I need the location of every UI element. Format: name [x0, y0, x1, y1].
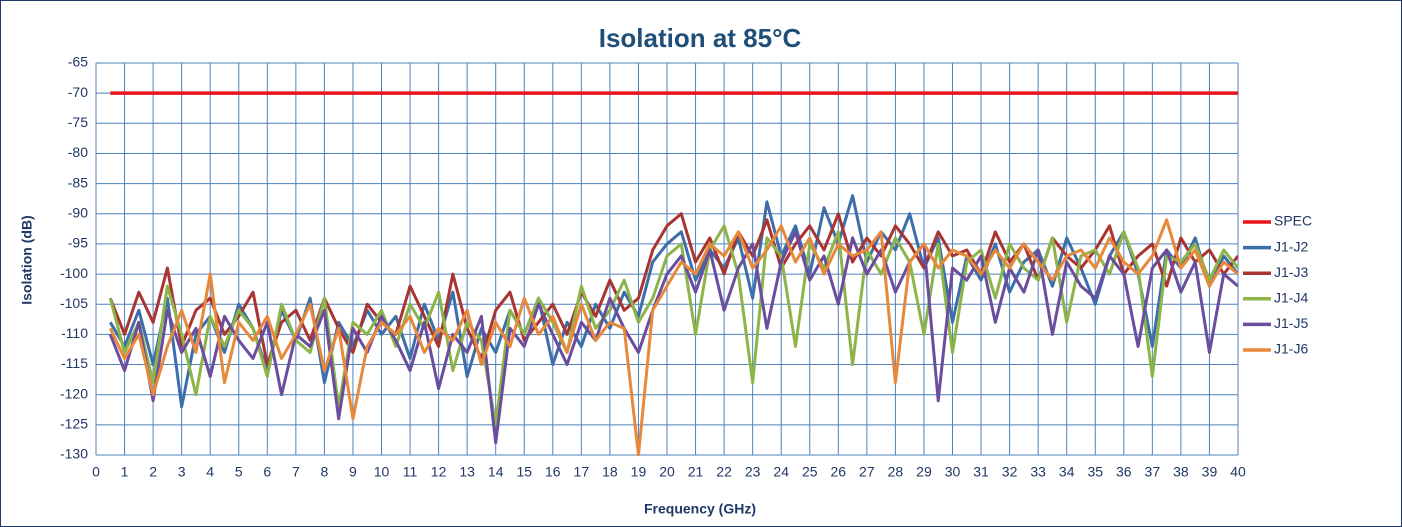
x-tick-label: 24	[773, 464, 789, 480]
x-tick-label: 13	[459, 464, 475, 480]
y-tick-label: -75	[68, 114, 88, 130]
y-tick-label: -90	[68, 204, 88, 220]
x-tick-label: 6	[263, 464, 271, 480]
x-tick-label: 0	[92, 464, 100, 480]
x-tick-label: 9	[349, 464, 357, 480]
series-line	[108, 230, 1238, 445]
x-tick-label: 39	[1202, 464, 1218, 480]
x-tick-label: 35	[1087, 464, 1103, 480]
x-tick-label: 20	[659, 464, 675, 480]
y-tick-label: -70	[68, 84, 88, 100]
x-tick-label: 14	[488, 464, 504, 480]
x-tick-label: 5	[235, 464, 243, 480]
x-tick-label: 26	[831, 464, 847, 480]
x-tick-label: 7	[292, 464, 300, 480]
x-tick-label: 38	[1173, 464, 1189, 480]
x-tick-label: 4	[206, 464, 214, 480]
x-tick-label: 31	[973, 464, 989, 480]
x-tick-label: 28	[888, 464, 904, 480]
x-tick-label: 10	[374, 464, 390, 480]
y-tick-label: -120	[60, 385, 88, 401]
y-tick-label: -85	[68, 174, 88, 190]
y-tick-label: -130	[60, 446, 88, 462]
series-line	[108, 218, 1238, 456]
x-tick-label: 11	[403, 464, 418, 480]
x-tick-label: 27	[859, 464, 875, 480]
x-tick-label: 8	[321, 464, 329, 480]
y-tick-label: -110	[61, 325, 88, 341]
x-tick-label: 36	[1116, 464, 1132, 480]
x-tick-label: 34	[1059, 464, 1075, 480]
x-tick-label: 25	[802, 464, 818, 480]
x-tick-label: 17	[574, 464, 590, 480]
x-tick-label: 1	[121, 464, 129, 480]
y-tick-label: -100	[60, 265, 88, 281]
y-tick-label: -115	[61, 355, 88, 371]
x-tick-label: 32	[1002, 464, 1018, 480]
y-tick-label: -125	[60, 416, 88, 432]
x-tick-label: 30	[945, 464, 961, 480]
y-tick-label: -65	[68, 54, 88, 70]
x-tick-label: 12	[431, 464, 447, 480]
x-axis-label: Frequency (GHz)	[644, 501, 756, 517]
y-axis-label: Isolation (dB)	[19, 215, 35, 304]
y-tick-label: -95	[68, 235, 88, 251]
chart-title: Isolation at 85°C	[599, 23, 802, 53]
x-tick-label: 33	[1030, 464, 1046, 480]
x-tick-label: 29	[916, 464, 932, 480]
x-tick-label: 22	[716, 464, 732, 480]
x-tick-label: 40	[1230, 464, 1246, 480]
legend-label: J1-J3	[1274, 264, 1308, 280]
legend-label: J1-J6	[1274, 341, 1308, 357]
x-tick-label: 2	[149, 464, 157, 480]
y-tick-label: -80	[68, 144, 88, 160]
legend-label: SPEC	[1274, 213, 1312, 229]
x-tick-label: 3	[178, 464, 186, 480]
legend-label: J1-J4	[1274, 290, 1308, 306]
x-tick-label: 21	[688, 464, 704, 480]
x-tick-label: 37	[1145, 464, 1161, 480]
y-tick-label: -105	[60, 295, 88, 311]
legend-label: J1-J5	[1274, 315, 1308, 331]
x-tick-label: 16	[545, 464, 561, 480]
x-tick-label: 23	[745, 464, 761, 480]
x-tick-label: 15	[516, 464, 532, 480]
series-line	[108, 224, 1238, 427]
plot-lines	[108, 91, 1238, 456]
series-line	[108, 194, 1238, 409]
legend-label: J1-J2	[1274, 238, 1308, 254]
x-tick-label: 18	[602, 464, 618, 480]
x-tick-label: 19	[631, 464, 647, 480]
